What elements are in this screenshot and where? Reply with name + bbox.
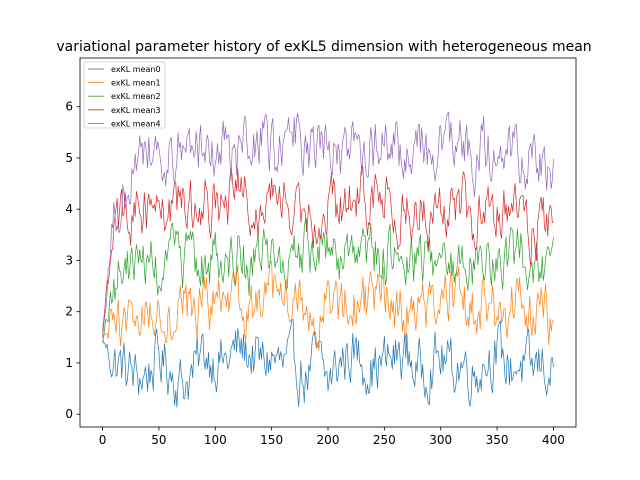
x-tick-label-5: 250 [373,433,396,447]
series-line-1 [102,260,554,351]
legend-label-0: exKL mean0 [111,65,161,74]
legend-box [83,61,166,129]
series-line-2 [102,218,554,343]
x-tick-label-2: 100 [204,433,227,447]
x-tick-label-6: 300 [429,433,452,447]
y-tick-label-2: 2 [65,305,73,319]
y-tick-label-3: 3 [65,253,73,267]
series-line-4 [102,111,554,338]
series-line-0 [102,318,554,408]
y-tick-label-0: 0 [65,407,73,421]
series-line-3 [102,165,554,333]
x-tick-label-4: 200 [317,433,340,447]
x-tick-label-7: 350 [486,433,509,447]
plot-area: 0 50 100 150 200 250 300 350 400 0 1 2 3 4 5 6 exKL mean… [65,57,577,447]
y-tick-label-6: 6 [65,100,73,114]
chart-title: variational parameter history of exKL5 d… [56,39,591,55]
y-tick-label-4: 4 [65,202,73,216]
legend-label-2: exKL mean2 [111,92,161,101]
legend-label-4: exKL mean4 [111,119,161,128]
x-tick-label-8: 400 [542,433,565,447]
x-tick-label-3: 150 [260,433,283,447]
x-tick-label-0: 0 [99,433,107,447]
legend-label-3: exKL mean3 [111,106,161,115]
legend-label-1: exKL mean1 [111,79,161,88]
y-tick-label-1: 1 [65,356,73,370]
y-tick-label-5: 5 [65,151,73,165]
x-tick-label-1: 50 [151,433,166,447]
